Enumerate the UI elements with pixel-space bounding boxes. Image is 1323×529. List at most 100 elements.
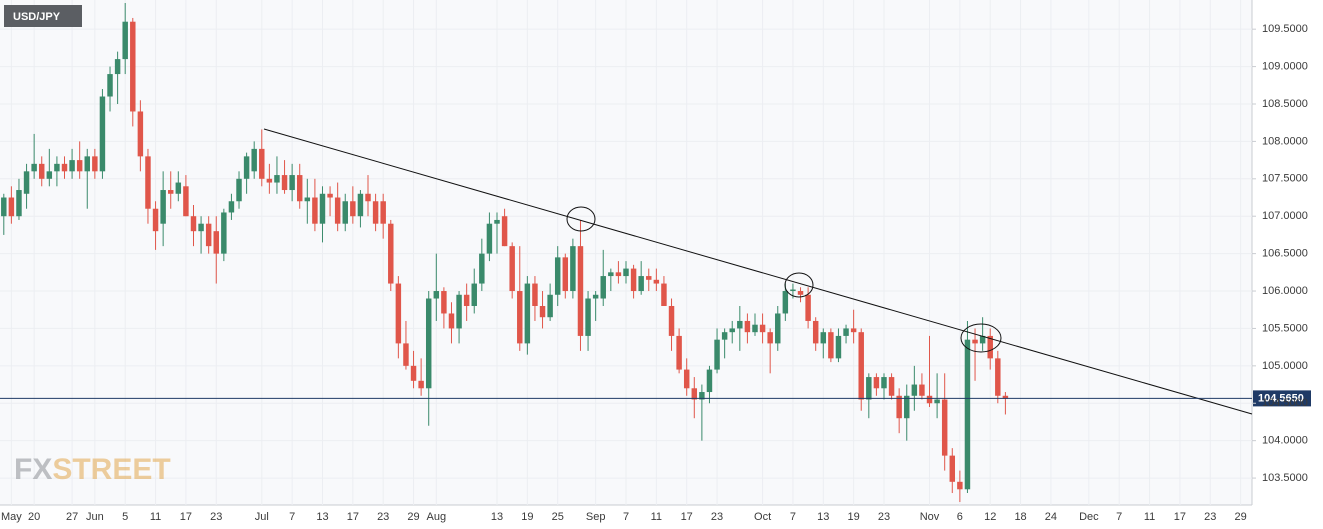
candle-body [304,197,311,202]
candle-body [729,328,735,333]
candle-body [820,332,827,344]
candle-body [691,388,698,400]
candle-body [866,377,872,400]
candle-body [850,328,857,333]
y-tick-label: 105.5000 [1262,322,1308,334]
candle-body [54,163,60,172]
candle-body [160,190,166,224]
x-tick-label: 12 [984,511,996,523]
candle-body [334,197,341,224]
candle-body [630,268,637,292]
y-tick-label: 104.0000 [1262,435,1308,447]
candle-body [410,365,417,381]
candle-body [532,283,538,306]
candle-body [873,377,880,389]
candle-body [570,246,576,292]
candle-body [471,283,477,306]
y-tick-label: 109.5000 [1262,23,1308,35]
x-tick-label: 29 [1234,511,1246,523]
candle-body [16,190,22,217]
y-tick-label: 103.5000 [1262,472,1308,484]
x-tick-label: 23 [711,511,723,523]
candle-body [190,216,197,232]
x-tick-label: 7 [289,511,295,523]
candle-body [479,253,485,284]
candle-body [517,291,523,344]
x-tick-label: 19 [521,511,533,523]
candle-body [92,156,98,172]
candle-body [600,276,606,299]
x-tick-label: 20 [28,511,40,523]
candle-body [501,216,508,247]
candle-body [661,283,667,306]
candle-body [380,201,386,224]
candle-body [312,197,318,224]
candle-body [357,193,364,217]
candle-body [403,343,409,366]
last-price-box [1253,390,1311,407]
overlay: 104.5650 [0,390,1311,407]
candle-body [957,481,963,490]
title-box [4,5,82,27]
candle-body [888,377,895,396]
x-tick-label: 11 [651,511,662,523]
candle-body [441,291,447,314]
watermark-street: STREET [52,453,170,486]
candle-body [858,332,864,400]
candle-body [213,231,219,254]
touch-circle [784,272,814,298]
x-tick-label: 18 [1014,511,1026,523]
candle-body [979,335,986,344]
candle-body [23,171,30,194]
y-tick-label: 106.5000 [1262,248,1308,260]
candle-body [221,212,227,254]
candle-body [259,148,265,179]
touch-circle [566,206,596,232]
candle-body [623,268,629,277]
candle-body [418,380,424,389]
candle-body [744,320,751,333]
candle-body [547,294,553,318]
x-tick-label: 23 [878,511,890,523]
candle-body [183,186,189,217]
candle-body [327,193,333,198]
candle-body [805,294,811,321]
x-tick-label: Oct [754,511,771,523]
candle-body [463,294,470,306]
candle-body [167,190,174,194]
candle-body [911,384,918,396]
candle-body [919,384,925,396]
x-tick-label: Dec [1079,511,1099,523]
candle-body [638,276,644,292]
candle-body [524,283,531,344]
candle-body [926,395,933,404]
candle-body [76,160,83,172]
candle-body [152,208,159,232]
candle-body [99,96,106,172]
x-tick-label: Jul [255,511,269,523]
candle-body [145,156,151,209]
y-tick-label: 104.5000 [1262,397,1308,409]
candle-body [395,283,402,344]
x-tick-label: Jun [86,511,104,523]
candle-body [737,320,743,329]
x-tick-label: 5 [122,511,128,523]
trendline [263,128,1253,415]
candle-body [775,313,781,344]
x-tick-label: 11 [1144,511,1155,523]
candle-body [39,163,45,179]
candle-body [69,160,75,172]
candles [1,2,1009,503]
candle-body [433,291,440,299]
x-tick-label: 13 [316,511,328,523]
candle-body [554,257,561,295]
candle-body [941,399,948,456]
candle-body [46,171,53,179]
candle-body [646,276,652,280]
x-tick-label: 27 [66,511,78,523]
candle-body [274,175,280,183]
x-tick-label: 7 [1116,511,1122,523]
x-tick-label: 17 [180,511,192,523]
candle-body [608,272,614,277]
candle-body [759,324,766,333]
